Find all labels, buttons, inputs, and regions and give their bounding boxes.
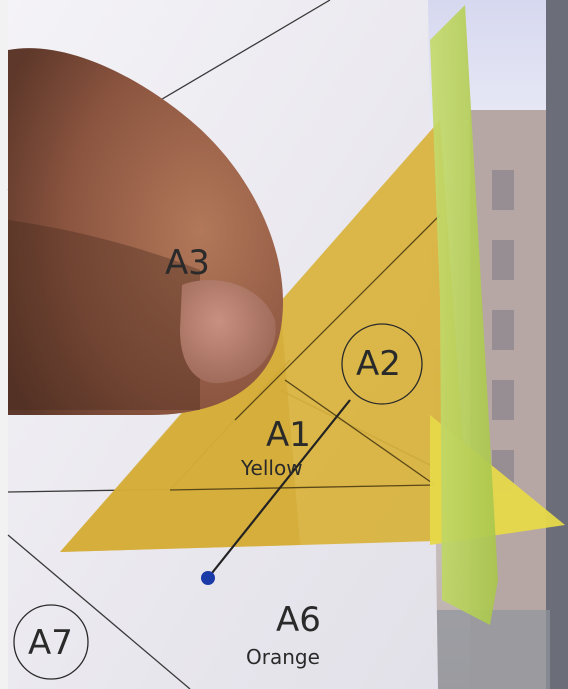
circle-a2 (341, 323, 423, 405)
circle-a7 (13, 604, 89, 680)
label-yellow: Yellow (241, 456, 303, 480)
label-a1: A1 (266, 415, 311, 455)
fingernail (180, 280, 276, 384)
pattern-lines-through-fabric (169, 214, 441, 491)
label-a2: A2 (356, 344, 401, 384)
label-a3: A3 (165, 243, 210, 283)
window-sill (420, 610, 550, 689)
pin-shaft (207, 399, 351, 579)
window-frame (546, 0, 568, 689)
label-orange: Orange (246, 645, 320, 669)
pin-head (201, 571, 215, 585)
green-fabric-strip (430, 5, 498, 625)
label-a6: A6 (276, 600, 321, 640)
finger-shadow (8, 220, 200, 410)
label-a7: A7 (28, 623, 73, 663)
